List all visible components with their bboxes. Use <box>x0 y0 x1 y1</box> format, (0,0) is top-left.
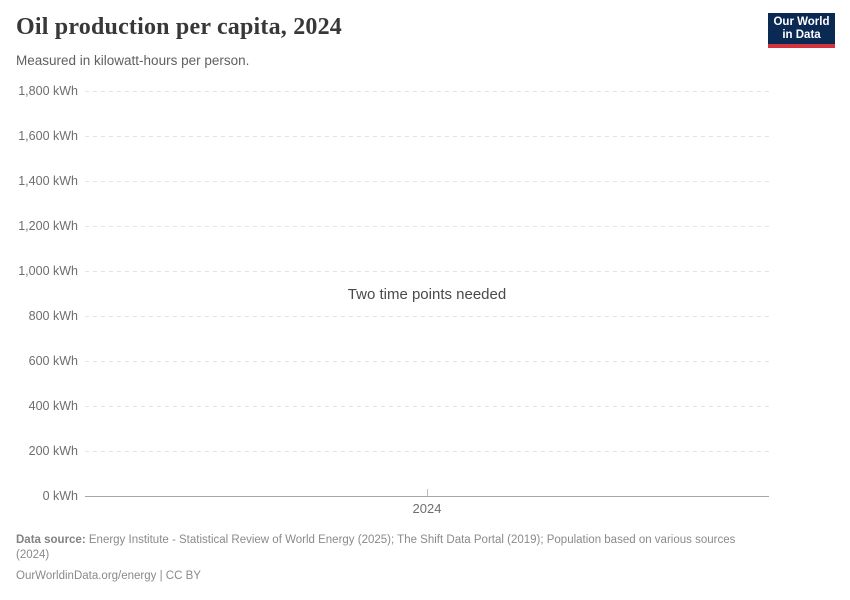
owid-logo-line2: in Data <box>782 28 821 41</box>
gridline <box>85 136 769 137</box>
gridline <box>85 226 769 227</box>
gridline <box>85 91 769 92</box>
license-link[interactable]: OurWorldinData.org/energy | CC BY <box>16 570 201 582</box>
data-source-label: Data source: <box>16 534 86 546</box>
data-source-wrap: (2024) <box>16 549 50 561</box>
data-source-text: Energy Institute - Statistical Review of… <box>88 534 736 546</box>
y-axis-tick-label: 800 kWh <box>28 309 78 323</box>
gridline <box>85 361 769 362</box>
y-axis-tick-label: 1,400 kWh <box>18 174 78 188</box>
gridline <box>85 271 769 272</box>
owid-logo-line1: Our World <box>773 15 830 28</box>
gridline <box>85 316 769 317</box>
y-axis-tick-label: 400 kWh <box>28 399 78 413</box>
gridline <box>85 451 769 452</box>
y-axis-tick-label: 1,200 kWh <box>18 219 78 233</box>
x-axis-tick-label: 2024 <box>412 501 442 516</box>
y-axis-tick-label: 1,000 kWh <box>18 264 78 278</box>
owid-logo[interactable]: Our World in Data <box>768 13 835 48</box>
data-source-line: Data source: Energy Institute - Statisti… <box>16 533 826 563</box>
y-axis-tick-label: 600 kWh <box>28 354 78 368</box>
gridline <box>85 406 769 407</box>
y-axis-tick-label: 0 kWh <box>42 489 78 503</box>
y-axis-tick-label: 1,800 kWh <box>18 84 78 98</box>
gridline <box>85 181 769 182</box>
y-axis-tick-label: 200 kWh <box>28 444 78 458</box>
x-axis-line <box>85 496 769 497</box>
empty-state-message: Two time points needed <box>347 286 507 303</box>
x-axis-tick <box>427 489 428 496</box>
chart-title: Oil production per capita, 2024 <box>16 14 343 40</box>
y-axis-tick-label: 1,600 kWh <box>18 129 78 143</box>
chart-subtitle: Measured in kilowatt-hours per person. <box>16 53 250 68</box>
chart-footer: Data source: Energy Institute - Statisti… <box>16 533 826 584</box>
